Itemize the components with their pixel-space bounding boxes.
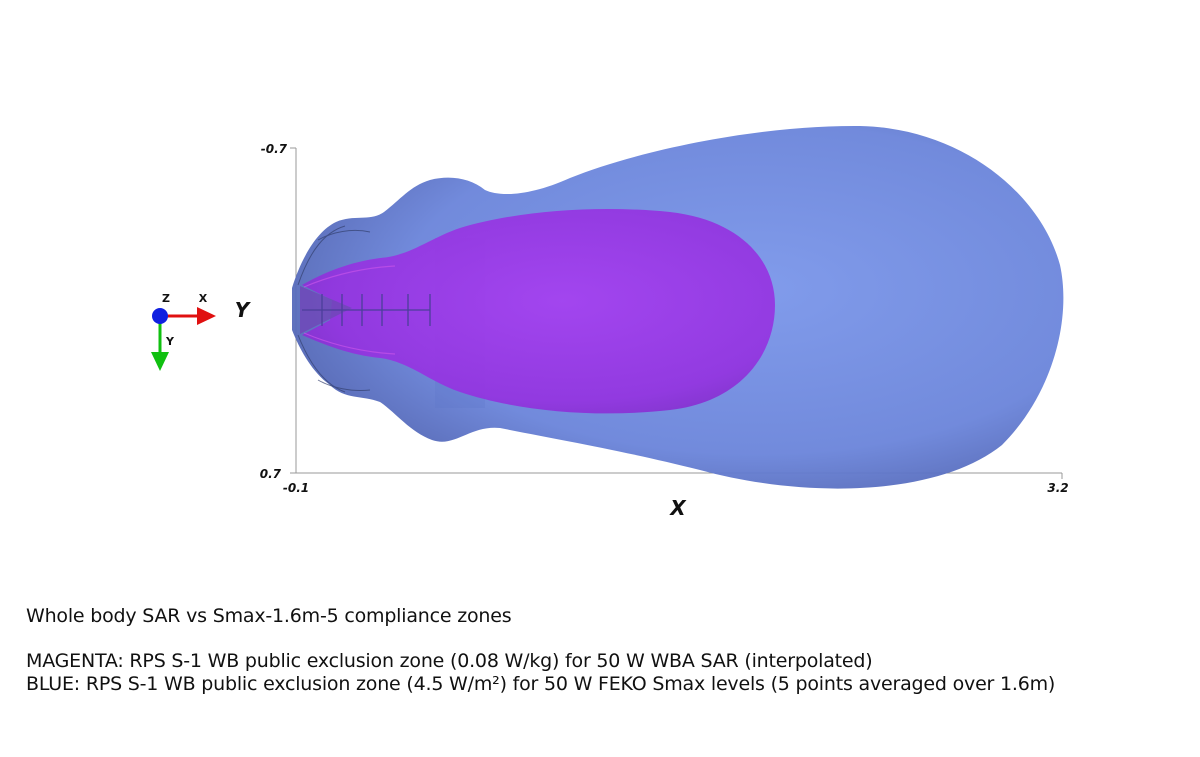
- magenta-zone-edges: [303, 265, 396, 355]
- orientation-x-label: X: [199, 292, 208, 305]
- orientation-y-label: Y: [165, 335, 175, 348]
- magenta-exclusion-zone: [302, 208, 775, 414]
- caption-title: Whole body SAR vs Smax-1.6m-5 compliance…: [26, 605, 512, 627]
- y-arrow-head-icon: [151, 352, 169, 371]
- y-axis-title: Y: [235, 298, 252, 322]
- render-viewport[interactable]: -0.7 0.7 -0.1 3.2 X Y Z X Y: [0, 0, 1200, 560]
- y-axis-top-label: -0.7: [261, 142, 288, 156]
- orientation-widget[interactable]: Z X Y: [151, 292, 216, 371]
- y-axis-bottom-label: 0.7: [260, 467, 282, 481]
- antenna-elements: [302, 294, 431, 326]
- x-axis-title: X: [668, 496, 687, 520]
- orientation-z-label: Z: [162, 292, 170, 305]
- caption-magenta-legend: MAGENTA: RPS S-1 WB public exclusion zon…: [26, 650, 873, 672]
- caption-blue-legend: BLUE: RPS S-1 WB public exclusion zone (…: [26, 673, 1056, 695]
- x-arrow-head-icon: [197, 307, 216, 325]
- x-axis-left-label: -0.1: [283, 481, 309, 495]
- x-axis-right-label: 3.2: [1047, 481, 1068, 495]
- z-axis-dot-icon: [152, 308, 168, 324]
- blue-zone-edges: [297, 225, 371, 393]
